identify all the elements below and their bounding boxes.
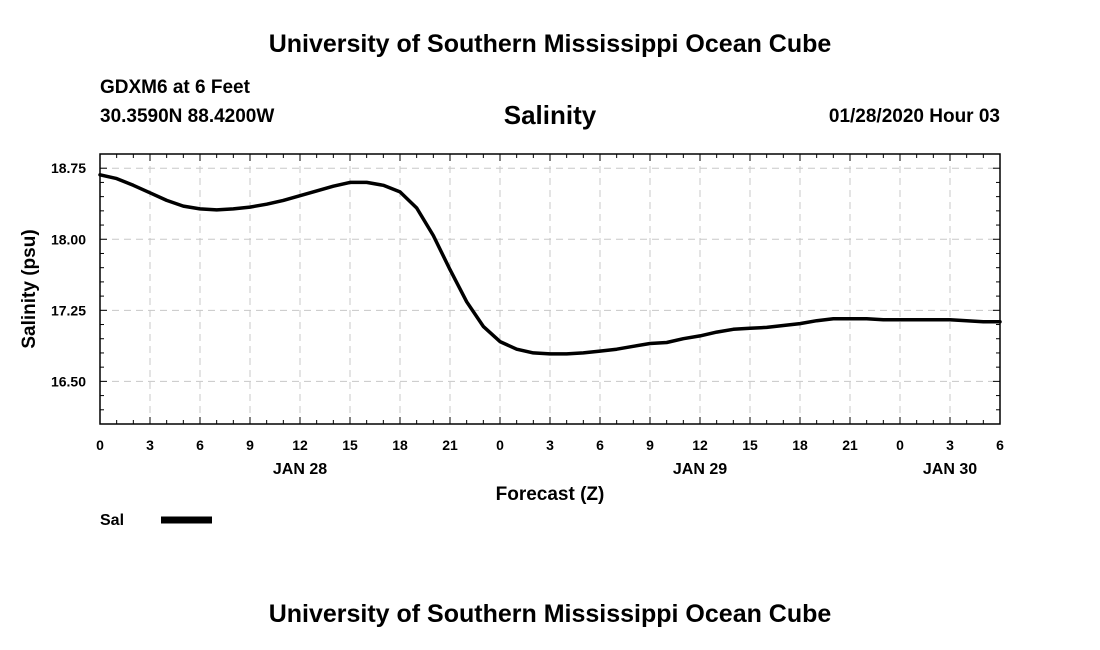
- x-tick-label: 3: [146, 437, 154, 453]
- chart-title: Salinity: [503, 100, 597, 130]
- y-tick-label: 18.75: [51, 160, 86, 176]
- y-tick-label: 16.50: [51, 373, 86, 389]
- x-tick-label: 21: [442, 437, 458, 453]
- x-tick-label: 6: [196, 437, 204, 453]
- x-tick-label: 0: [96, 437, 104, 453]
- day-label: JAN 28: [273, 461, 327, 478]
- salinity-series-line: [98, 173, 1002, 356]
- x-tick-label: 9: [646, 437, 654, 453]
- y-tick-label: 18.00: [51, 231, 86, 247]
- day-label: JAN 29: [673, 461, 727, 478]
- legend-label: Sal: [100, 512, 124, 529]
- station-label: GDXM6 at 6 Feet: [100, 77, 250, 98]
- page-title: University of Southern Mississippi Ocean…: [268, 30, 832, 58]
- x-tick-label: 3: [946, 437, 954, 453]
- x-tick-label: 9: [246, 437, 254, 453]
- x-tick-label: 0: [896, 437, 904, 453]
- footer-title: University of Southern Mississippi Ocean…: [268, 600, 832, 628]
- day-label: JAN 30: [923, 461, 977, 478]
- plot-frame: [99, 153, 1001, 425]
- y-tick-label: 17.25: [51, 302, 86, 318]
- y-axis-title: Salinity (psu): [19, 229, 40, 348]
- x-tick-label: 15: [342, 437, 358, 453]
- x-tick-label: 21: [842, 437, 858, 453]
- x-tick-label: 12: [692, 437, 708, 453]
- x-tick-label: 3: [546, 437, 554, 453]
- x-tick-label: 18: [792, 437, 808, 453]
- x-tick-label: 0: [496, 437, 504, 453]
- coordinates-label: 30.3590N 88.4200W: [100, 106, 275, 127]
- forecast-datetime: 01/28/2020 Hour 03: [828, 106, 1000, 127]
- x-tick-label: 12: [292, 437, 308, 453]
- x-axis-title: Forecast (Z): [496, 484, 605, 505]
- x-tick-label: 6: [996, 437, 1004, 453]
- x-tick-label: 15: [742, 437, 758, 453]
- x-tick-label: 6: [596, 437, 604, 453]
- x-tick-label: 18: [392, 437, 408, 453]
